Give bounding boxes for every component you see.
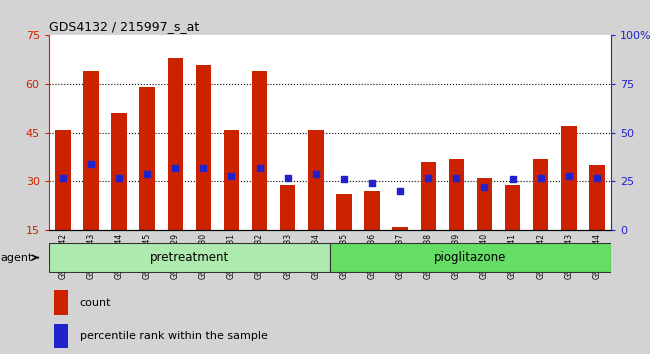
Point	[536, 175, 546, 181]
Text: count: count	[80, 298, 111, 308]
Bar	[448, 159, 464, 230]
Point	[226, 173, 237, 178]
Bar	[111, 113, 127, 230]
Point	[592, 175, 602, 181]
Bar	[49, 243, 330, 272]
Bar	[505, 185, 521, 230]
Bar	[55, 290, 68, 315]
Point	[58, 175, 68, 181]
Point	[508, 177, 518, 182]
Bar	[168, 58, 183, 230]
Point	[86, 161, 96, 167]
Bar	[308, 130, 324, 230]
Point	[311, 171, 321, 177]
Bar	[55, 324, 68, 348]
Bar	[280, 185, 296, 230]
Bar	[139, 87, 155, 230]
Point	[451, 175, 462, 181]
Bar	[252, 71, 267, 230]
Bar	[589, 165, 604, 230]
Text: GDS4132 / 215997_s_at: GDS4132 / 215997_s_at	[49, 20, 199, 33]
Point	[254, 165, 265, 171]
Point	[367, 181, 377, 186]
Text: pretreatment: pretreatment	[150, 251, 229, 264]
Point	[142, 171, 152, 177]
Point	[479, 184, 489, 190]
Bar	[421, 162, 436, 230]
Point	[114, 175, 124, 181]
Point	[170, 165, 181, 171]
Point	[564, 173, 574, 178]
Bar	[196, 64, 211, 230]
Bar	[330, 243, 611, 272]
Bar	[561, 126, 577, 230]
Text: pioglitazone: pioglitazone	[434, 251, 506, 264]
Text: agent: agent	[0, 252, 38, 263]
Bar	[364, 191, 380, 230]
Bar	[224, 130, 239, 230]
Point	[283, 175, 293, 181]
Bar	[83, 71, 99, 230]
Bar	[533, 159, 549, 230]
Point	[423, 175, 434, 181]
Bar	[55, 130, 71, 230]
Bar	[336, 194, 352, 230]
Point	[198, 165, 209, 171]
Point	[395, 188, 406, 194]
Bar	[393, 227, 408, 230]
Bar	[476, 178, 492, 230]
Point	[339, 177, 349, 182]
Text: percentile rank within the sample: percentile rank within the sample	[80, 331, 268, 341]
